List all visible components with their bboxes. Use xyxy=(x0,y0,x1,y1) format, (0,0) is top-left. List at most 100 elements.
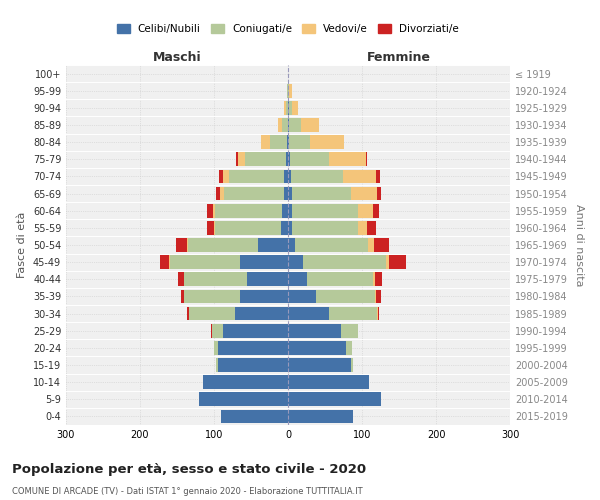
Bar xyxy=(184,272,288,286)
Bar xyxy=(287,84,288,98)
Bar xyxy=(288,290,380,304)
Bar xyxy=(288,358,353,372)
Bar xyxy=(218,358,288,372)
Bar xyxy=(189,306,288,320)
Bar xyxy=(288,376,370,389)
Bar xyxy=(236,152,288,166)
Bar xyxy=(282,118,288,132)
Bar xyxy=(208,204,288,218)
Bar xyxy=(288,238,368,252)
Bar xyxy=(288,324,358,338)
Bar xyxy=(288,152,329,166)
Bar xyxy=(288,118,289,132)
Bar xyxy=(288,272,374,286)
Bar xyxy=(288,101,289,114)
Bar xyxy=(212,324,288,338)
Bar xyxy=(288,221,376,234)
Bar xyxy=(288,410,353,424)
Bar xyxy=(238,152,288,166)
Bar xyxy=(288,358,353,372)
Bar xyxy=(203,376,288,389)
Bar xyxy=(288,186,377,200)
Bar xyxy=(288,256,389,269)
Bar xyxy=(288,186,292,200)
Bar xyxy=(178,272,288,286)
Bar xyxy=(284,101,288,114)
Bar xyxy=(288,290,376,304)
Bar xyxy=(288,306,329,320)
Bar xyxy=(288,170,291,183)
Bar xyxy=(288,306,377,320)
Bar xyxy=(288,152,366,166)
Bar xyxy=(288,186,351,200)
Bar xyxy=(288,170,380,183)
Bar xyxy=(184,290,288,304)
Bar xyxy=(288,101,292,114)
Text: Maschi: Maschi xyxy=(152,51,202,64)
Bar xyxy=(216,358,288,372)
Bar xyxy=(221,410,288,424)
Bar xyxy=(213,204,288,218)
Bar xyxy=(288,136,289,149)
Bar xyxy=(214,341,288,354)
Bar xyxy=(288,376,370,389)
Bar xyxy=(288,324,358,338)
Bar xyxy=(187,238,288,252)
Bar xyxy=(218,341,288,354)
Bar xyxy=(288,256,406,269)
Bar xyxy=(287,136,288,149)
Bar xyxy=(223,324,288,338)
Bar xyxy=(184,290,288,304)
Bar xyxy=(189,306,288,320)
Bar xyxy=(288,256,386,269)
Bar xyxy=(288,238,295,252)
Bar xyxy=(288,221,292,234)
Bar xyxy=(199,392,288,406)
Bar xyxy=(214,341,288,354)
Bar xyxy=(288,170,343,183)
Bar xyxy=(288,376,370,389)
Bar xyxy=(288,84,292,98)
Bar xyxy=(288,221,367,234)
Bar xyxy=(181,290,288,304)
Bar xyxy=(216,358,288,372)
Bar xyxy=(203,376,288,389)
Bar xyxy=(288,341,352,354)
Bar xyxy=(288,392,380,406)
Bar xyxy=(288,238,389,252)
Bar xyxy=(235,306,288,320)
Bar xyxy=(288,392,380,406)
Bar xyxy=(288,410,353,424)
Bar xyxy=(282,204,288,218)
Bar xyxy=(211,324,288,338)
Bar xyxy=(288,272,307,286)
Bar xyxy=(288,272,382,286)
Bar xyxy=(284,186,288,200)
Bar xyxy=(247,272,288,286)
Bar xyxy=(216,186,288,200)
Bar xyxy=(288,84,289,98)
Bar xyxy=(288,136,310,149)
Bar xyxy=(203,376,288,389)
Bar xyxy=(288,118,319,132)
Bar xyxy=(288,392,380,406)
Bar xyxy=(288,341,346,354)
Text: COMUNE DI ARCADE (TV) - Dati ISTAT 1° gennaio 2020 - Elaborazione TUTTITALIA.IT: COMUNE DI ARCADE (TV) - Dati ISTAT 1° ge… xyxy=(12,488,362,496)
Bar xyxy=(288,101,298,114)
Bar xyxy=(245,152,288,166)
Text: Femmine: Femmine xyxy=(367,51,431,64)
Bar xyxy=(288,341,352,354)
Bar xyxy=(288,410,353,424)
Bar xyxy=(288,152,290,166)
Bar xyxy=(262,136,288,149)
Bar xyxy=(188,238,288,252)
Bar xyxy=(288,376,370,389)
Bar xyxy=(288,204,373,218)
Bar xyxy=(199,392,288,406)
Bar xyxy=(288,256,303,269)
Bar xyxy=(288,341,352,354)
Bar xyxy=(240,256,288,269)
Bar xyxy=(229,170,288,183)
Bar xyxy=(288,170,376,183)
Bar xyxy=(221,410,288,424)
